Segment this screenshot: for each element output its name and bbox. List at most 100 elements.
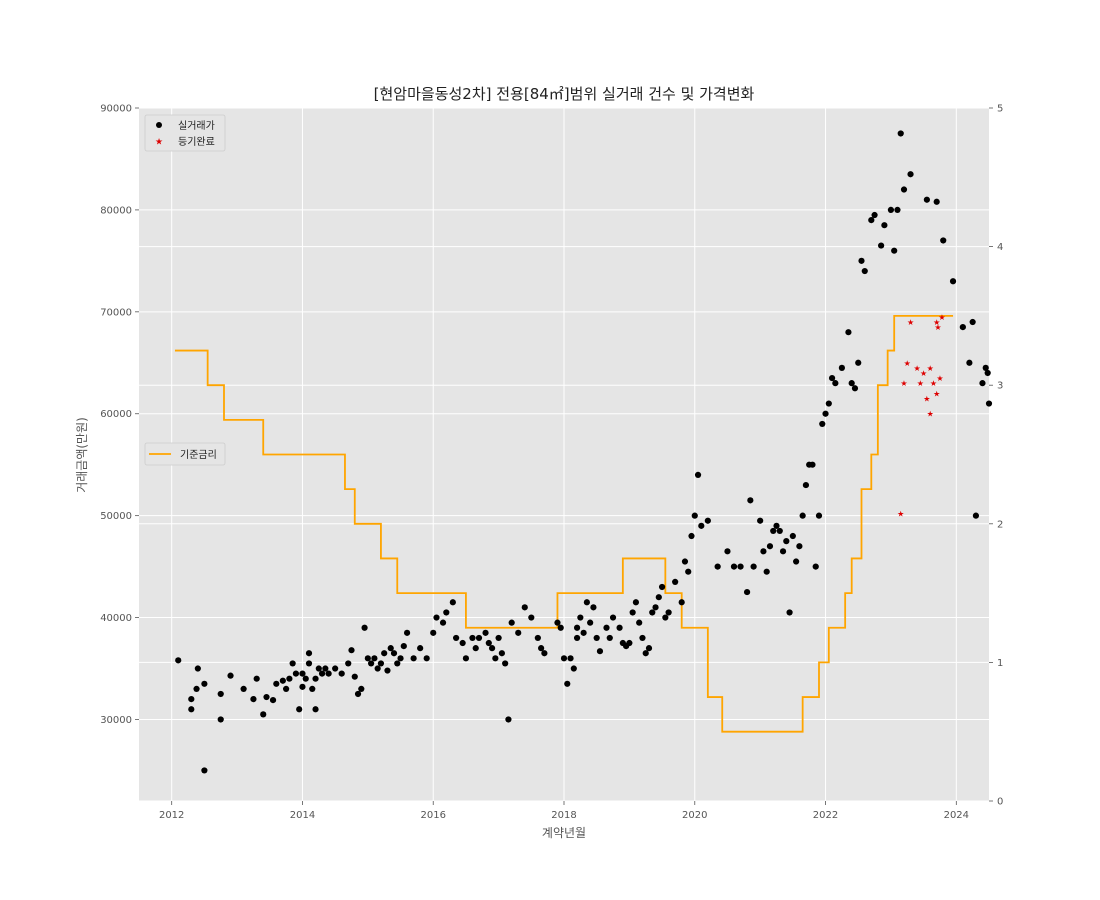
- deal-point: [443, 609, 450, 616]
- deal-point: [283, 685, 290, 692]
- deal-point: [743, 588, 751, 596]
- deal-point: [678, 599, 685, 606]
- deal-point: [672, 578, 679, 585]
- deal-point: [560, 655, 568, 662]
- x-tick-label: 2020: [682, 810, 707, 821]
- registered-point: ★: [936, 374, 943, 383]
- registered-point: ★: [934, 323, 941, 332]
- deal-point: [492, 655, 499, 662]
- y2-tick-label: 1: [997, 658, 1003, 669]
- deal-point: [662, 614, 669, 621]
- registered-point: ★: [930, 379, 937, 388]
- deal-point: [332, 665, 339, 672]
- legend-rate: 기준금리: [144, 442, 226, 466]
- y-tick-label: 40000: [100, 613, 132, 624]
- deal-point: [374, 665, 381, 672]
- deal-point: [982, 364, 989, 371]
- registered-point: ★: [920, 369, 927, 378]
- deal-point: [534, 634, 541, 642]
- deal-point: [289, 660, 296, 667]
- deal-point: [639, 634, 646, 642]
- x-tick-label: 2022: [813, 810, 838, 821]
- deal-point: [394, 660, 401, 667]
- deal-point: [354, 690, 362, 698]
- y2-tick-label: 0: [997, 797, 1003, 808]
- deal-point: [430, 629, 437, 636]
- deal-point: [299, 683, 306, 690]
- deal-point: [217, 716, 224, 723]
- rate-line: [174, 315, 954, 733]
- deal-point: [799, 512, 806, 519]
- deal-point: [828, 374, 836, 382]
- registered-point: ★: [933, 318, 940, 327]
- deal-point: [312, 675, 319, 682]
- legend-marker-deals: [156, 122, 162, 128]
- deal-point: [815, 512, 823, 519]
- deal-point: [459, 639, 466, 647]
- deal-point: [583, 599, 590, 606]
- deal-point: [175, 657, 182, 664]
- deal-point: [338, 670, 345, 677]
- deal-point: [423, 655, 430, 662]
- x-tick-label: 2024: [944, 810, 969, 821]
- deal-point: [557, 624, 564, 631]
- deal-point: [766, 543, 774, 550]
- deal-point: [966, 359, 973, 366]
- deal-point: [609, 614, 617, 621]
- deal-point: [302, 675, 309, 682]
- deal-point: [472, 645, 479, 652]
- deal-point: [482, 629, 489, 636]
- deal-point: [933, 198, 940, 205]
- deal-point: [387, 645, 394, 652]
- deal-point: [312, 706, 319, 713]
- deal-point: [691, 512, 698, 519]
- deal-point: [309, 685, 316, 692]
- deal-point: [809, 461, 816, 468]
- registered-point: ★: [927, 364, 934, 373]
- registered-point: ★: [904, 359, 911, 368]
- deal-point: [570, 665, 577, 672]
- deal-point: [737, 563, 744, 570]
- deal-point: [384, 667, 391, 674]
- y2-axis-ticks: 0 1 2 3 4 5: [989, 104, 1003, 808]
- deal-point: [315, 665, 322, 672]
- deal-point: [763, 568, 770, 575]
- deal-point: [403, 629, 411, 636]
- deal-point: [325, 670, 332, 677]
- deal-point: [658, 583, 666, 591]
- deal-point: [322, 665, 329, 672]
- deal-point: [636, 619, 643, 626]
- deal-point: [593, 634, 600, 642]
- deal-point: [848, 380, 855, 387]
- deal-point: [201, 767, 208, 774]
- deal-point: [616, 624, 623, 631]
- deal-point: [587, 619, 594, 626]
- deal-point: [796, 543, 803, 550]
- deal-point: [505, 716, 512, 723]
- deal-point: [773, 522, 780, 529]
- deal-point: [786, 609, 793, 616]
- deal-point: [969, 318, 976, 326]
- deal-point: [351, 673, 358, 680]
- deal-point: [887, 206, 895, 214]
- deal-point: [475, 634, 483, 642]
- deal-point: [194, 665, 201, 672]
- x-tick-label: 2016: [421, 810, 446, 821]
- deal-point: [891, 247, 898, 254]
- deal-point: [984, 369, 991, 377]
- grid: [139, 107, 989, 802]
- deal-point: [871, 211, 878, 219]
- deal-point: [188, 706, 195, 713]
- deal-point: [502, 660, 509, 667]
- deal-point: [305, 650, 313, 657]
- x-axis-ticks: 2012 2014 2016 2018 2020 2022 2024: [159, 801, 969, 821]
- x-axis-label: 계약년월: [542, 825, 586, 840]
- y2-tick-label: 5: [997, 104, 1003, 115]
- registered-point: ★: [907, 318, 914, 327]
- deal-point: [776, 527, 783, 535]
- deal-point: [750, 563, 757, 570]
- deal-point: [730, 563, 738, 570]
- deal-point: [724, 548, 731, 555]
- deal-point: [789, 532, 796, 540]
